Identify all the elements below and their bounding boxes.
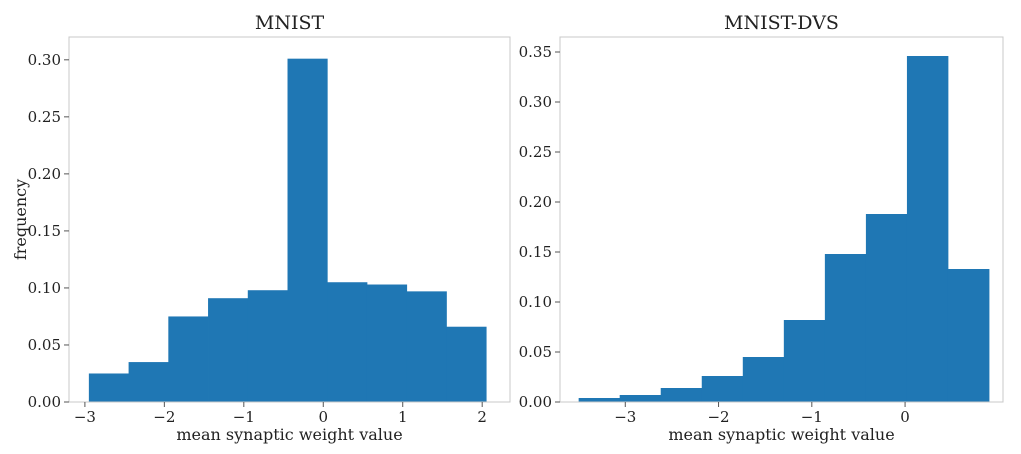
y-tick-label: 0.20 (28, 165, 61, 183)
y-axis-label: frequency (11, 179, 30, 260)
histogram-bar (327, 282, 368, 402)
y-tick-label: 0.00 (28, 393, 61, 411)
histogram-bar (701, 376, 744, 402)
y-tick-label: 0.05 (519, 343, 552, 361)
histogram-bar (824, 254, 867, 402)
y-tick-label: 0.10 (519, 293, 552, 311)
x-tick-label: 0 (318, 408, 328, 426)
x-tick-label: −3 (74, 408, 96, 426)
histogram-bar (287, 58, 328, 402)
histogram-bar (660, 388, 703, 402)
x-axis-label: mean synaptic weight value (668, 425, 894, 444)
histogram-bar (168, 316, 209, 402)
histogram-bar (446, 326, 487, 402)
plot-frame (68, 36, 511, 403)
y-tick-label: 0.30 (28, 51, 61, 69)
x-tick-label: 2 (477, 408, 487, 426)
y-tick-label: 0.25 (28, 108, 61, 126)
histogram-bar (947, 269, 990, 402)
histogram-bar (619, 395, 662, 402)
chart-title: MNIST (255, 12, 325, 34)
y-tick-label: 0.15 (519, 243, 552, 261)
histogram-bar (783, 320, 826, 402)
histogram-bar (88, 373, 129, 402)
y-tick-label: 0.25 (519, 143, 552, 161)
histogram-bar (578, 398, 621, 402)
y-tick-label: 0.20 (519, 193, 552, 211)
x-tick-label: −3 (614, 408, 636, 426)
y-tick-label: 0.00 (519, 393, 552, 411)
chart-mnist: −3 −2 −1 0 1 2 0.00 0.05 0.10 0.15 0.20 0.25 0.30 MNI… (11, 12, 511, 444)
x-tick-label: −2 (153, 408, 175, 426)
histogram-bar (208, 298, 249, 402)
x-axis-label: mean synaptic weight value (176, 425, 402, 444)
histogram-bar (906, 56, 949, 402)
histogram-bar (128, 362, 169, 402)
y-tick-label: 0.15 (28, 222, 61, 240)
histogram-bar (366, 284, 408, 402)
histogram-bar (247, 290, 288, 402)
plot-frame (559, 36, 1004, 403)
histogram-bar (406, 291, 447, 402)
x-tick-label: 1 (398, 408, 408, 426)
chart-title: MNIST-DVS (724, 12, 839, 34)
y-tick-label: 0.30 (519, 93, 552, 111)
histogram-bar (742, 357, 785, 402)
histogram-bar (865, 214, 908, 402)
x-tick-label: 0 (900, 408, 910, 426)
chart-mnist-dvs: −3 −2 −1 0 0.00 0.05 0.10 0.15 0.20 0.25 0.30 0.35 M… (519, 12, 1004, 444)
x-tick-label: −1 (801, 408, 823, 426)
y-tick-label: 0.10 (28, 279, 61, 297)
x-tick-label: −1 (233, 408, 255, 426)
y-tick-label: 0.35 (519, 43, 552, 61)
x-tick-label: −2 (707, 408, 729, 426)
y-tick-label: 0.05 (28, 336, 61, 354)
